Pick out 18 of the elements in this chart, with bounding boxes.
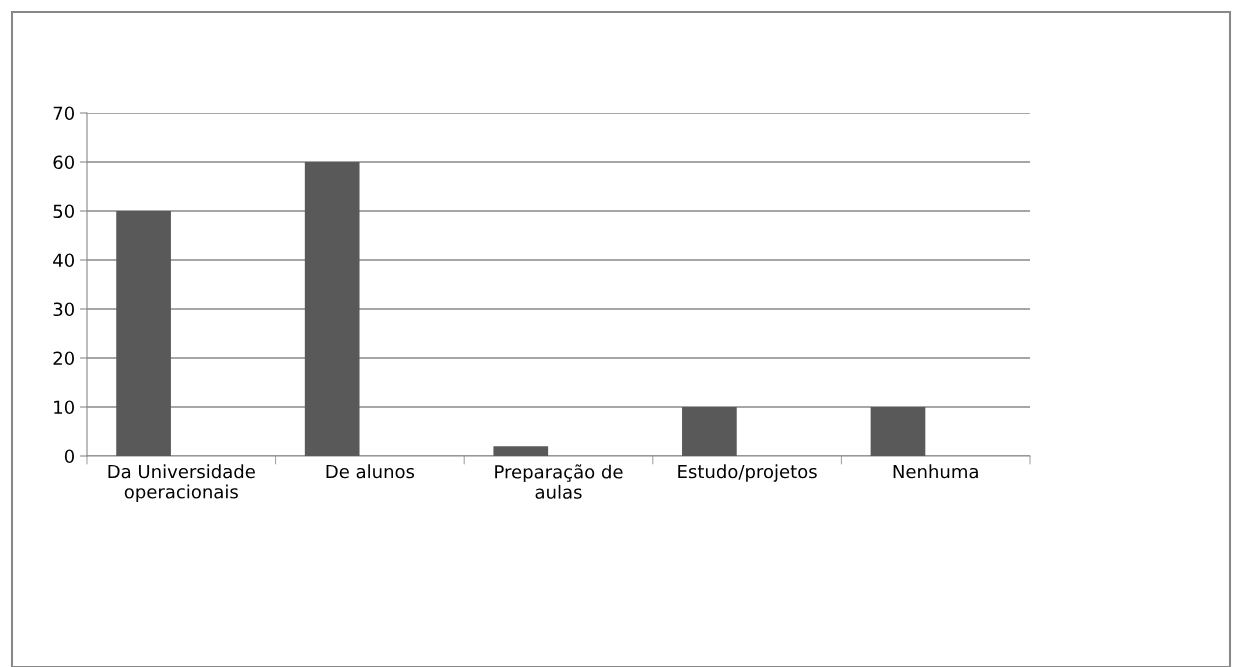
bar	[304, 162, 360, 456]
x-tick-label: Preparação de aulas	[495, 464, 623, 499]
y-tick-label: 60	[53, 155, 74, 170]
x-tick-label: Da Universidade operacionais	[108, 464, 255, 503]
x-tick-label: Estudo/projetos	[678, 464, 817, 482]
y-tick-label: 70	[53, 106, 74, 121]
bar	[493, 446, 549, 456]
bar	[116, 211, 171, 456]
y-tick-label: 50	[53, 204, 74, 219]
x-tick-label: Nenhuma	[893, 464, 978, 479]
bar	[682, 407, 737, 456]
y-tick-label: 40	[53, 253, 74, 268]
y-tick-label: 10	[54, 400, 74, 415]
bar	[870, 407, 926, 456]
x-tick-label: De alunos	[326, 464, 415, 479]
y-tick-label: 30	[53, 302, 74, 317]
y-tick-label: 0	[64, 449, 74, 464]
y-tick-label: 20	[53, 351, 74, 366]
